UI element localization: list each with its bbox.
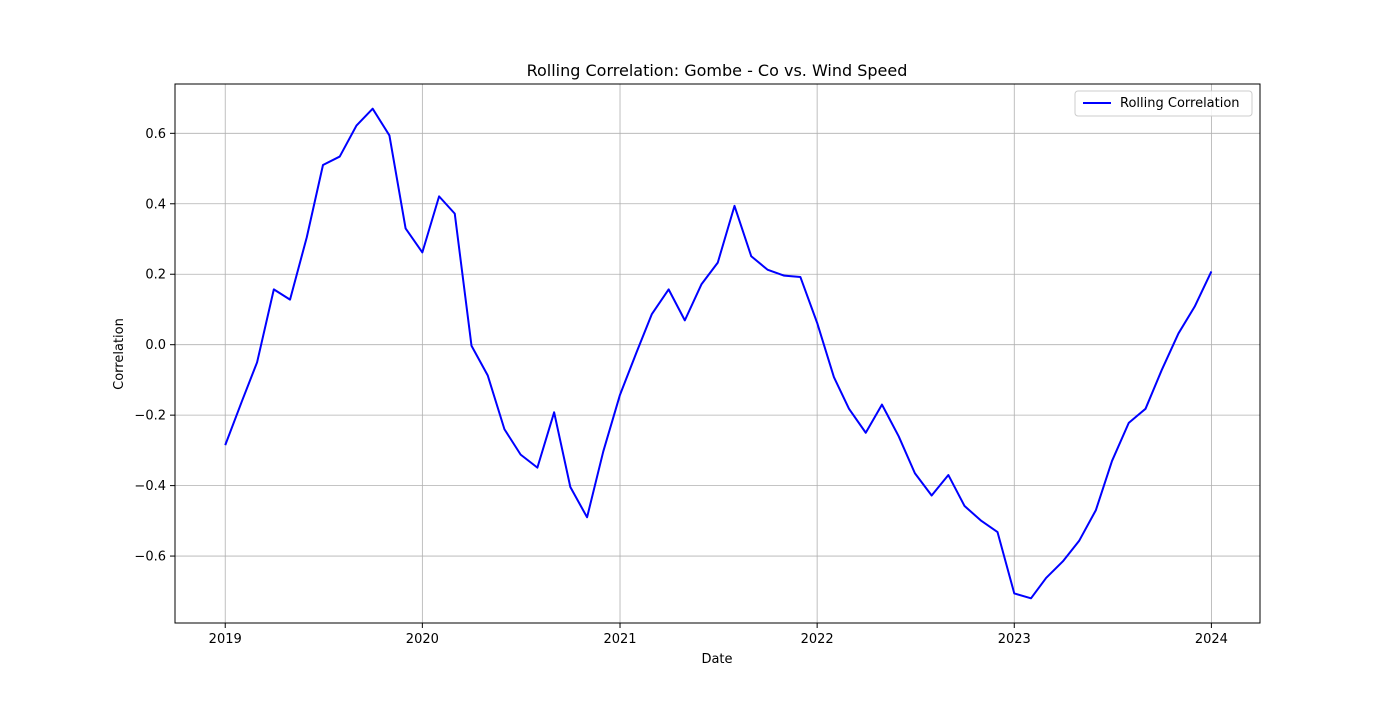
y-tick-label: −0.2 <box>134 409 166 424</box>
legend-box <box>1074 90 1253 117</box>
y-axis-label: Correlation <box>112 318 127 390</box>
legend: Rolling Correlation <box>1074 90 1253 117</box>
x-axis-label: Date <box>701 652 732 667</box>
plot-frame <box>174 83 1261 624</box>
y-axis: −0.6 −0.4 −0.2 0.0 0.2 0.4 0.6 <box>134 127 175 565</box>
x-tick-label: 2022 <box>801 632 834 647</box>
grid-lines <box>175 84 1260 623</box>
y-tick-label: −0.4 <box>134 479 166 494</box>
y-tick-label: 0.6 <box>145 127 166 142</box>
x-tick-label: 2021 <box>603 632 636 647</box>
x-tick-label: 2024 <box>1195 632 1228 647</box>
y-tick-label: 0.4 <box>145 197 166 212</box>
y-tick-label: 0.0 <box>145 338 166 353</box>
legend-label: Rolling Correlation <box>1120 96 1240 111</box>
x-tick-label: 2023 <box>998 632 1031 647</box>
x-tick-label: 2019 <box>209 632 242 647</box>
y-tick-label: −0.6 <box>134 550 166 565</box>
y-tick-label: 0.2 <box>145 268 166 283</box>
x-tick-label: 2020 <box>406 632 439 647</box>
chart-title: Rolling Correlation: Gombe - Co vs. Wind… <box>527 61 908 80</box>
series-layer <box>224 107 1213 600</box>
x-axis: 2019 2020 2021 2022 2023 2024 <box>209 623 1228 647</box>
series-line-rolling-correlation <box>224 107 1213 600</box>
